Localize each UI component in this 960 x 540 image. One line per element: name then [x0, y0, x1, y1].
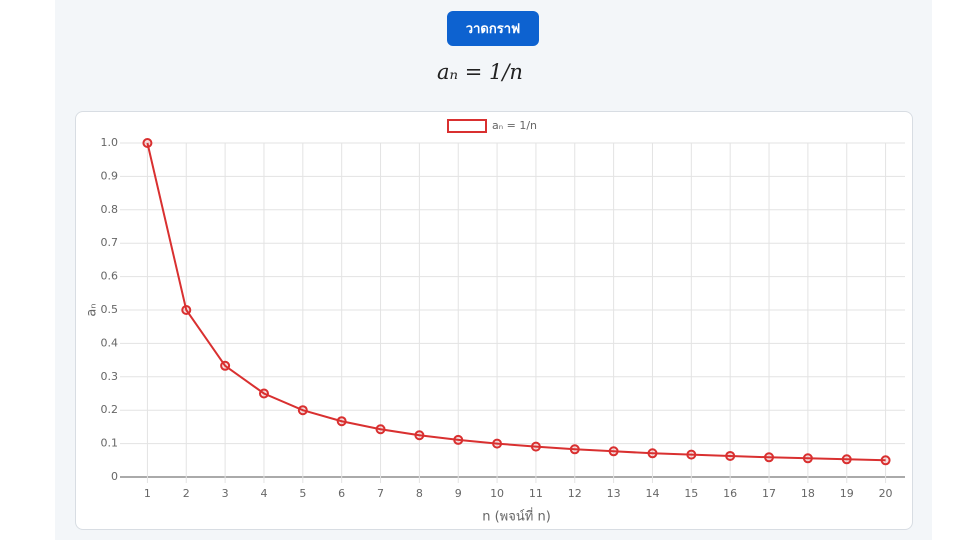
point: [297, 405, 308, 416]
point: [336, 416, 347, 427]
y-tick-label: 0.9: [101, 169, 119, 182]
point: [375, 424, 386, 435]
point: [142, 138, 153, 148]
x-tick-label: 8: [416, 487, 423, 500]
line: [146, 142, 886, 462]
point: [880, 455, 891, 466]
x-tick-label: 20: [879, 487, 893, 500]
legend-swatch: [447, 119, 487, 133]
point: [725, 450, 736, 461]
point: [841, 454, 852, 465]
y-tick-label: 1.0: [101, 136, 119, 149]
point: [764, 452, 775, 463]
draw-button[interactable]: วาดกราฟ: [447, 11, 539, 46]
x-tick-label: 2: [183, 487, 190, 500]
legend-label: aₙ = 1/n: [492, 119, 537, 132]
point: [220, 360, 231, 371]
x-tick-label: 15: [684, 487, 698, 500]
x-tick-label: 7: [377, 487, 384, 500]
point: [492, 438, 503, 449]
chart-card: [75, 111, 913, 530]
x-tick-label: 11: [529, 487, 543, 500]
point: [608, 446, 619, 457]
y-tick-label: 0.6: [101, 270, 119, 283]
x-axis-label: n (พจน์ที่ n): [482, 508, 551, 525]
y-tick-label: 0.1: [101, 437, 119, 450]
formula: aₙ = 1/n: [437, 60, 523, 84]
point: [181, 305, 192, 315]
point: [414, 430, 425, 441]
y-tick-label: 0.4: [101, 336, 119, 349]
x-tick-label: 4: [260, 487, 267, 500]
point: [686, 449, 697, 460]
y-tick-label: 0.8: [101, 203, 119, 216]
x-tick-label: 17: [762, 487, 776, 500]
x-tick-label: 13: [607, 487, 621, 500]
x-tick-label: 9: [455, 487, 462, 500]
x-tick-label: 12: [568, 487, 582, 500]
point: [453, 434, 464, 445]
x-tick-label: 3: [222, 487, 229, 500]
point: [258, 388, 269, 399]
x-tick-label: 18: [801, 487, 815, 500]
point: [647, 448, 658, 459]
y-tick-label: 0.5: [101, 303, 119, 316]
point: [530, 441, 541, 452]
x-tick-label: 10: [490, 487, 504, 500]
point: [802, 453, 813, 464]
y-tick-label: 0: [111, 470, 118, 483]
x-tick-label: 16: [723, 487, 737, 500]
x-tick-label: 6: [338, 487, 345, 500]
y-tick-label: 0.2: [101, 403, 119, 416]
point: [569, 444, 580, 455]
x-tick-label: 5: [299, 487, 306, 500]
x-tick-label: 19: [840, 487, 854, 500]
y-axis-label: aₙ: [85, 303, 100, 316]
x-tick-label: 1: [144, 487, 151, 500]
x-tick-label: 14: [645, 487, 659, 500]
y-tick-label: 0.3: [101, 370, 119, 383]
y-tick-label: 0.7: [101, 236, 119, 249]
